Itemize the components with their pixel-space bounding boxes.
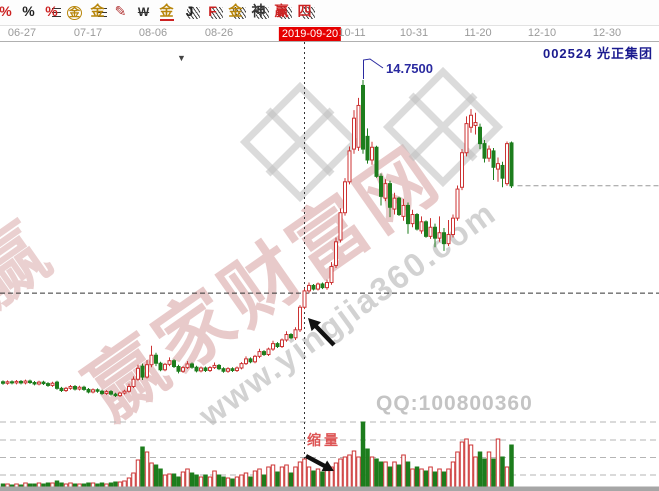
toolbar-ying-angle-icon[interactable]: 赢: [271, 1, 292, 22]
toolbar-gold-underline-icon[interactable]: 金: [159, 3, 174, 21]
toolbar-wave-icon[interactable]: W: [137, 5, 150, 19]
stock-name: 光正集团: [596, 46, 653, 61]
axis-tick-06-27: 06-27: [7, 27, 37, 39]
toolbar-shen-angle-icon[interactable]: 神: [248, 1, 269, 22]
axis-tick-07-17: 07-17: [73, 27, 103, 39]
toolbar-percent-lines-icon[interactable]: %: [41, 1, 62, 22]
toolbar-j-angle-icon[interactable]: J: [179, 1, 200, 22]
axis-tick-10-31: 10-31: [399, 27, 429, 39]
axis-tick-08-06: 08-06: [138, 27, 168, 39]
toolbar-gold-lines-icon[interactable]: 金: [87, 1, 108, 22]
toolbar-f-angle-icon[interactable]: F: [202, 1, 223, 22]
toolbar-percent-icon[interactable]: %: [22, 3, 35, 19]
toolbar-brush-icon[interactable]: ✎: [114, 3, 127, 19]
axis-date-badge: 2019-09-20: [278, 27, 342, 41]
qq-watermark-label: QQ:100800360: [376, 392, 533, 415]
axis-tick-10-11: 10-11: [338, 27, 366, 39]
axis-tick-12-30: 12-30: [592, 27, 622, 39]
toolbar-gold-angle-icon[interactable]: 金: [225, 1, 246, 22]
toolbar-si-angle-icon[interactable]: 四: [294, 1, 315, 22]
axis-tick-08-26: 08-26: [204, 27, 234, 39]
axis-tick-12-10: 12-10: [527, 27, 557, 39]
toolbar-gold-coin-icon[interactable]: 金: [67, 6, 82, 20]
horizontal-scrollbar[interactable]: [0, 486, 659, 491]
indicator-toolbar: %%% 金金 ✎ W 金 J F 金神赢四: [0, 0, 659, 26]
stock-title: 002524 光正集团: [543, 43, 653, 62]
watermark-partial-char: 赢: [0, 209, 64, 323]
chart-marker-triangle: ▼: [177, 53, 186, 63]
date-axis: 06-27 07-17 08-06 08-26 2019-09-20 10-11 10-31…: [0, 26, 659, 42]
shrink-volume-label: 缩量: [307, 432, 341, 448]
stock-code: 002524: [542, 46, 593, 61]
toolbar-percent-partial-icon[interactable]: %: [0, 3, 12, 19]
axis-tick-11-20: 11-20: [464, 27, 492, 39]
peak-price-label: 14.7500: [386, 61, 433, 76]
